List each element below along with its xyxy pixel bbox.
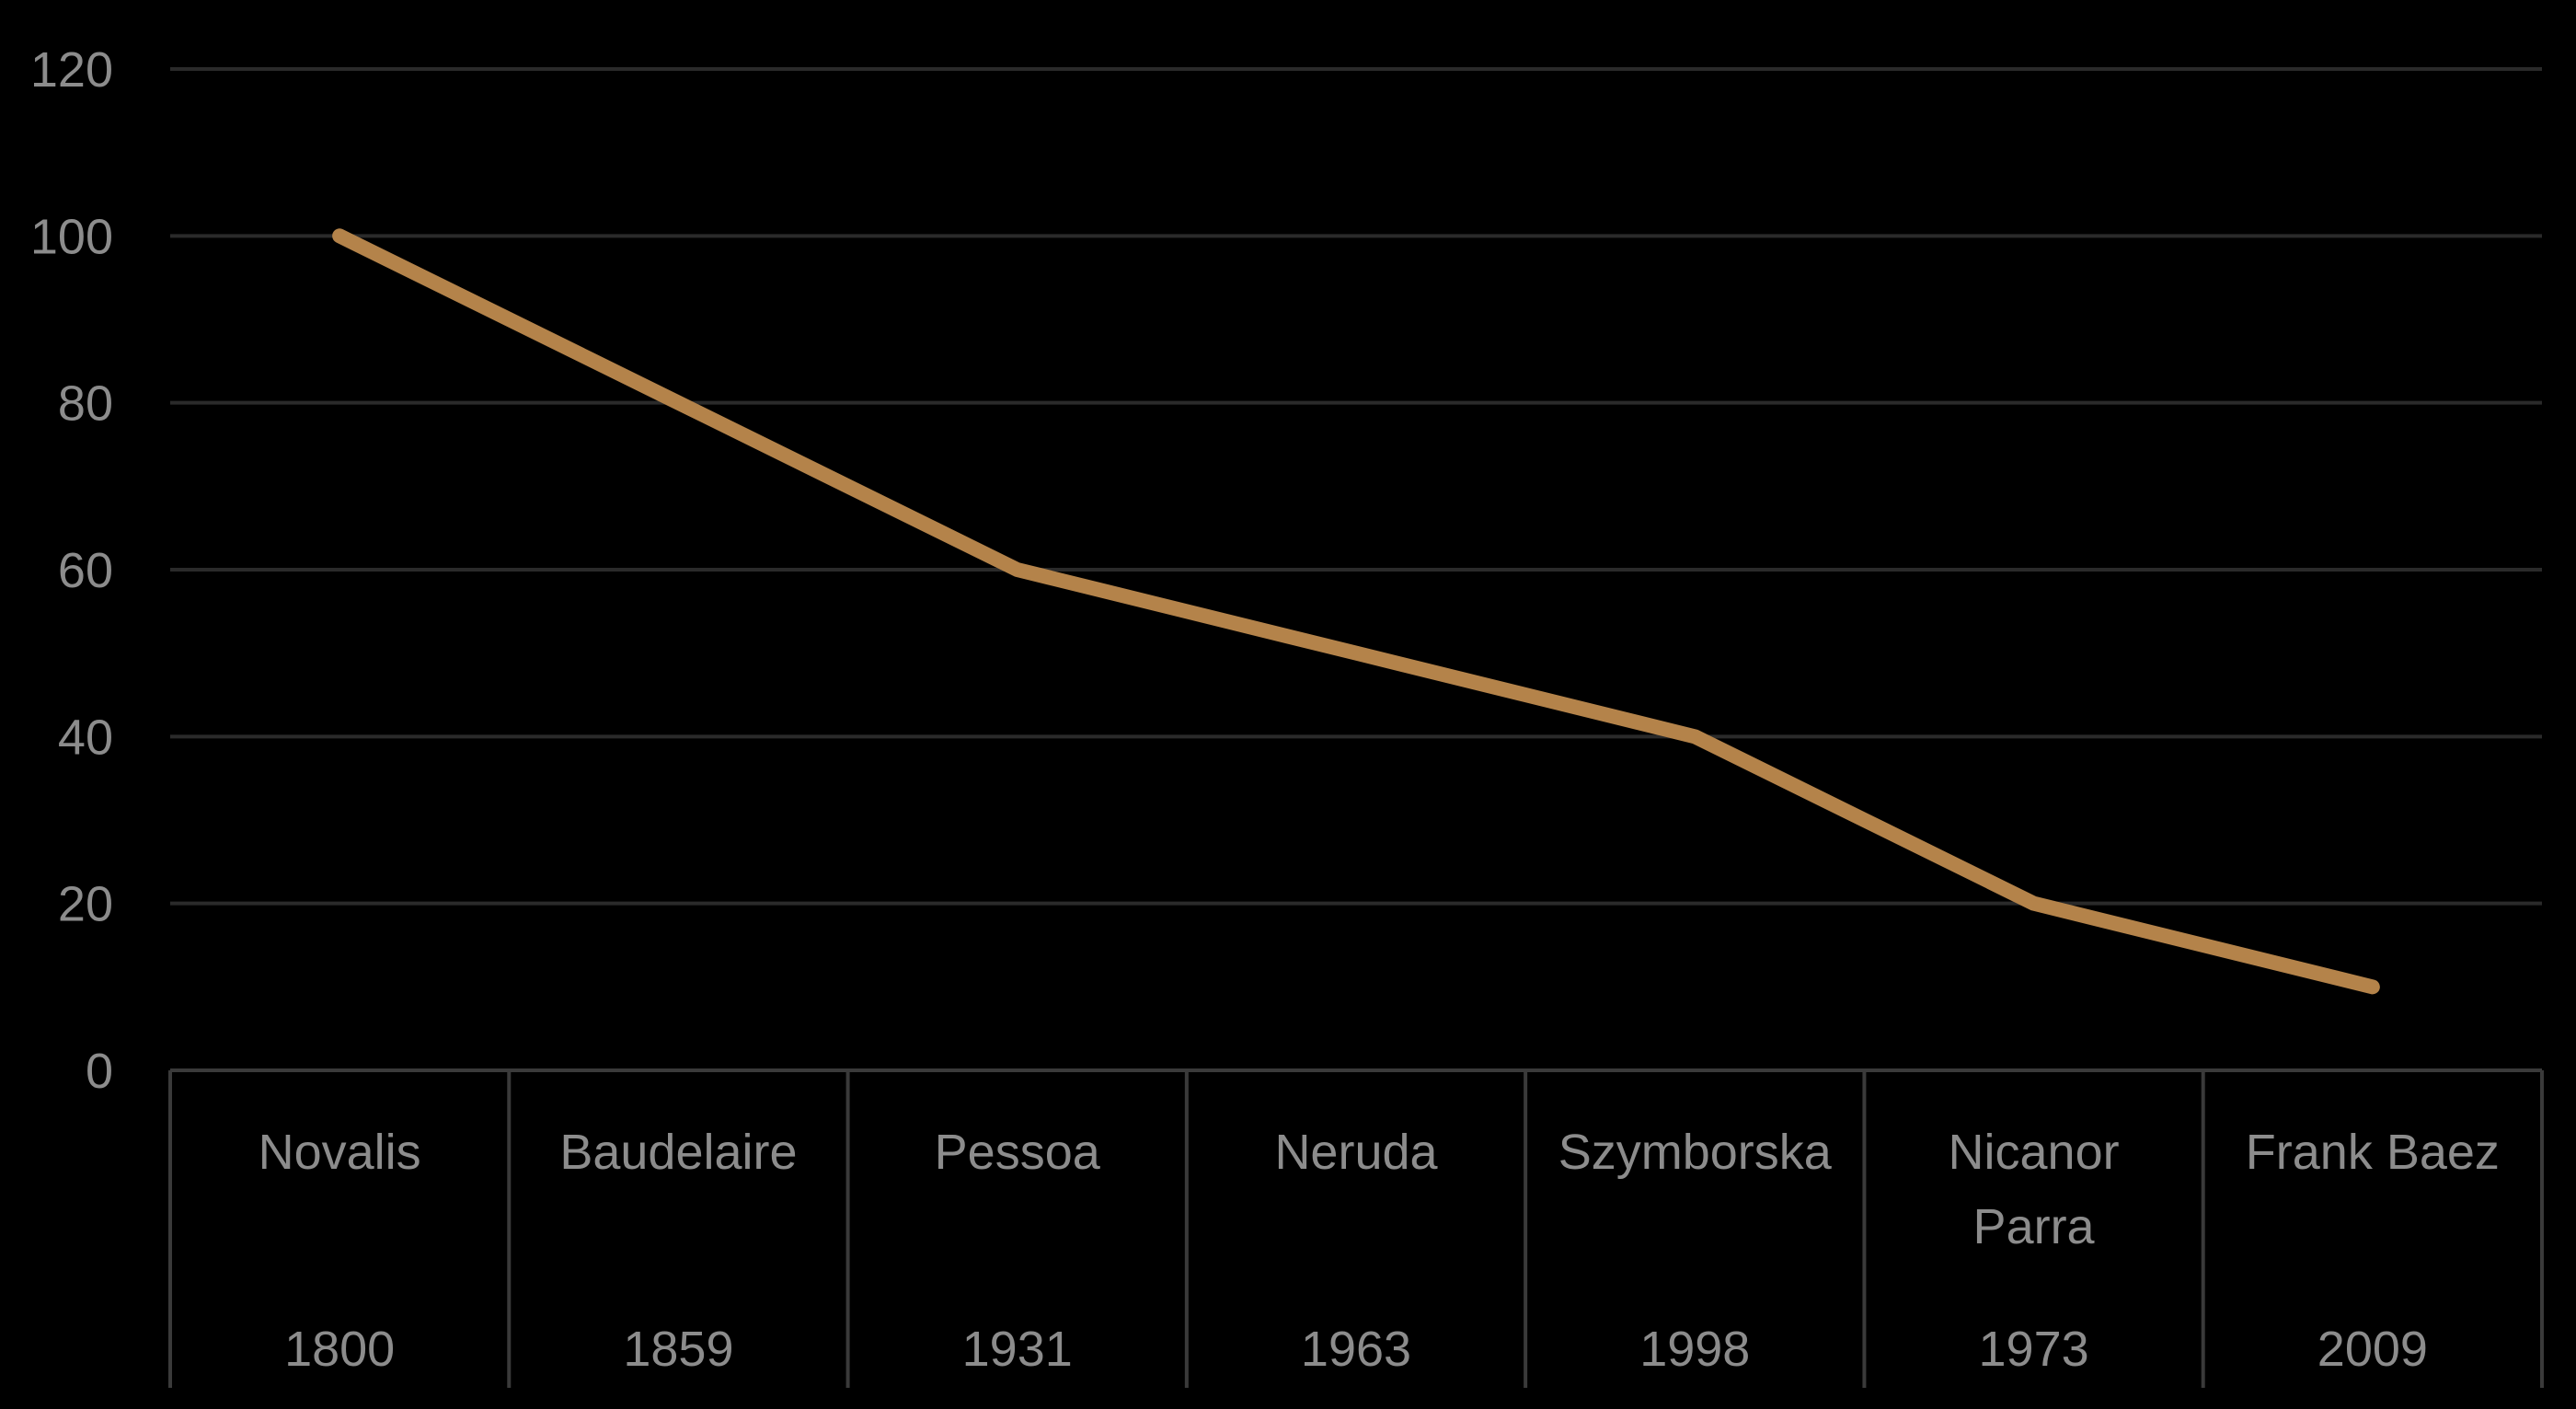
data-point	[1013, 566, 1021, 573]
gridlines	[170, 67, 2542, 906]
x-category-name-label: Frank Baez	[2246, 1125, 2500, 1180]
data-point	[674, 398, 683, 407]
x-category-year-label: 1998	[1639, 1322, 1750, 1377]
data-point	[2368, 983, 2376, 991]
y-tick-label: 60	[58, 543, 113, 598]
series-line	[332, 228, 2380, 995]
y-tick-label: 0	[86, 1044, 113, 1099]
data-point	[1352, 649, 1360, 657]
y-axis-tick-labels: 0 20 40 60 80 100 120	[30, 42, 113, 1099]
x-axis-table	[168, 1068, 2544, 1388]
series-line-group	[332, 228, 2380, 995]
y-tick-label: 120	[30, 42, 113, 98]
x-category-name-label: Neruda	[1274, 1125, 1438, 1180]
x-category-year-label: 1973	[1979, 1322, 2089, 1377]
data-point	[336, 232, 344, 240]
x-category-year-label: 1963	[1301, 1322, 1411, 1377]
x-category-year-label: 1800	[284, 1322, 395, 1377]
x-category-name-label: Pessoa	[935, 1125, 1101, 1180]
y-tick-label: 80	[58, 376, 113, 432]
x-category-name-label: Novalis	[259, 1125, 421, 1180]
data-point	[2030, 899, 2038, 907]
y-tick-label: 100	[30, 209, 113, 264]
x-axis-category-labels: Novalis 1800 Baudelaire 1859 Pessoa 1931 Nerud…	[259, 1125, 2500, 1377]
x-category-year-label: 1859	[623, 1322, 733, 1377]
x-category-year-label: 1931	[962, 1322, 1073, 1377]
x-category-year-label: 2009	[2317, 1322, 2428, 1377]
x-category-name-label: Szymborska	[1558, 1125, 1833, 1180]
data-point	[1691, 733, 1699, 741]
y-tick-label: 40	[58, 710, 113, 765]
x-category-name-label: Baudelaire	[559, 1125, 797, 1180]
x-category-name-label: Nicanor Parra	[1949, 1125, 2120, 1254]
y-tick-label: 20	[58, 877, 113, 932]
